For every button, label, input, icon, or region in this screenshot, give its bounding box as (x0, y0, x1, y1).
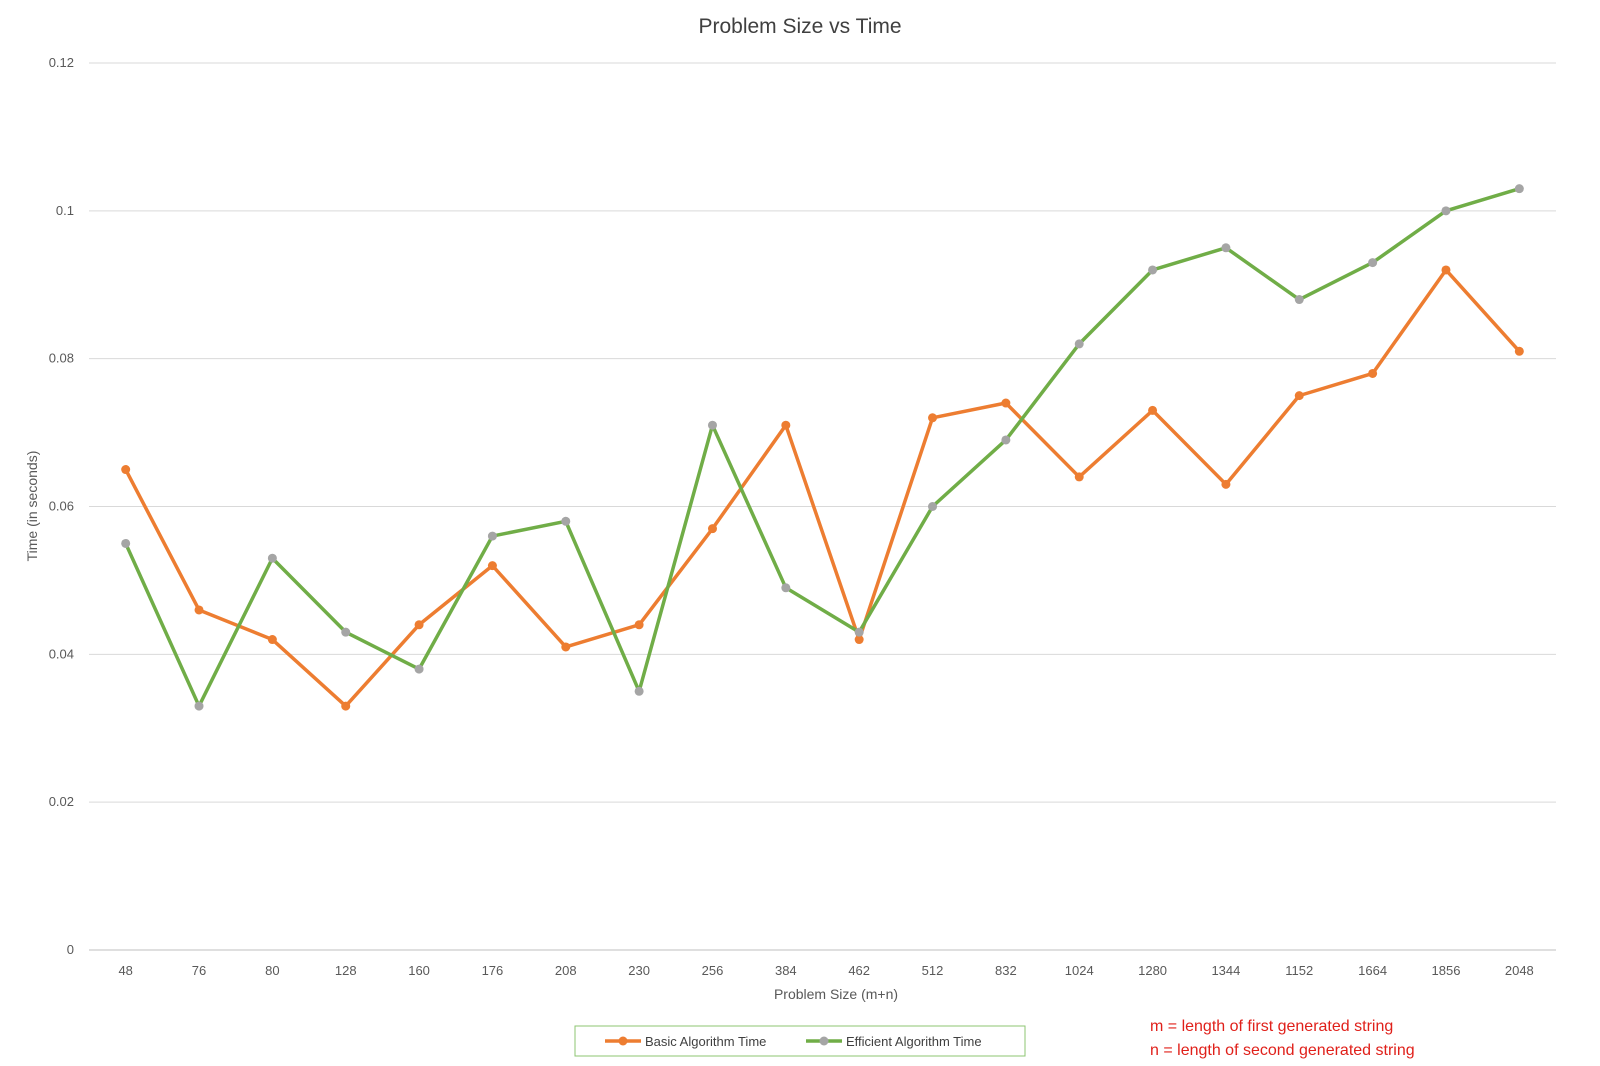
series-1-point (487, 561, 497, 571)
x-tick-label: 208 (555, 963, 577, 978)
series-2-point (1221, 243, 1231, 253)
series-2-point (1001, 435, 1011, 445)
y-axis-ticks: 0 0.02 0.04 0.06 0.08 0.1 0.12 (49, 55, 74, 957)
series-1-line (123, 268, 1522, 708)
y-axis-title: Time (in seconds) (24, 451, 40, 562)
y-tick-label: 0.02 (49, 794, 74, 809)
x-tick-label: 176 (482, 963, 504, 978)
series-2-point (194, 701, 204, 711)
series-1-point (1148, 405, 1158, 415)
series-2-point (1074, 339, 1084, 349)
series-1-point (1441, 265, 1451, 275)
series-2-point (414, 664, 424, 674)
y-tick-label: 0.08 (49, 351, 74, 366)
x-axis-ticks: 48 76 80 128 160 176 208 230 256 384 462 512 832 1024… (118, 963, 1533, 978)
x-axis-title: Problem Size (m+n) (774, 986, 898, 1002)
series-1-point (194, 605, 204, 615)
series-1-point (1074, 472, 1084, 482)
legend-swatch-marker (819, 1036, 829, 1046)
chart-title: Problem Size vs Time (698, 15, 901, 38)
series-1-point (634, 620, 644, 630)
x-tick-label: 256 (702, 963, 724, 978)
series-2-point (634, 686, 644, 696)
y-tick-label: 0.06 (49, 499, 74, 514)
legend-swatch-marker (618, 1036, 628, 1046)
legend-label: Efficient Algorithm Time (846, 1034, 982, 1049)
series-2-point (267, 553, 277, 563)
x-tick-label: 1856 (1432, 963, 1461, 978)
series-2-point (561, 516, 571, 526)
y-tick-label: 0.04 (49, 646, 74, 661)
y-tick-label: 0 (67, 942, 74, 957)
x-tick-label: 76 (192, 963, 206, 978)
x-tick-label: 512 (922, 963, 944, 978)
series-1-point (1221, 479, 1231, 489)
series-2 (121, 184, 1524, 711)
series-2-point (928, 502, 938, 511)
series-1-point (707, 524, 717, 534)
x-tick-label: 80 (265, 963, 279, 978)
x-tick-label: 230 (628, 963, 650, 978)
y-tick-label: 0.12 (49, 55, 74, 70)
series-2-point (341, 627, 351, 637)
annotation-n: n = length of second generated string (1150, 1042, 1415, 1059)
x-tick-label: 160 (408, 963, 430, 978)
series-1-point (854, 635, 864, 645)
series-2-point (121, 538, 131, 548)
series-1-point (781, 420, 791, 430)
gridlines (89, 62, 1556, 951)
x-tick-label: 1024 (1065, 963, 1094, 978)
series-2-point (487, 531, 497, 541)
x-tick-label: 1344 (1211, 963, 1240, 978)
x-tick-label: 384 (775, 963, 797, 978)
series-2-point (1148, 265, 1158, 275)
series-2-point (854, 627, 864, 637)
series-2-point (1514, 184, 1524, 194)
series-1-point (414, 620, 424, 630)
x-tick-label: 1664 (1358, 963, 1387, 978)
x-tick-label: 48 (118, 963, 132, 978)
series-1-point (1514, 346, 1524, 356)
series-1-point (928, 413, 938, 423)
series-2-point (707, 420, 717, 430)
series-1 (121, 265, 1524, 711)
x-tick-label: 832 (995, 963, 1017, 978)
series-1-point (267, 635, 277, 645)
series-2-point (1294, 295, 1304, 305)
legend-box (574, 1025, 1026, 1057)
series-lines (121, 184, 1524, 711)
y-tick-label: 0.1 (56, 203, 74, 218)
series-2-point (1441, 206, 1451, 216)
series-1-point (1001, 398, 1011, 408)
series-1-point (1294, 391, 1304, 401)
series-2-point (1368, 258, 1378, 268)
x-tick-label: 2048 (1505, 963, 1534, 978)
series-2-point (781, 583, 791, 593)
series-1-point (1368, 368, 1378, 378)
x-tick-label: 462 (848, 963, 870, 978)
x-tick-label: 128 (335, 963, 357, 978)
series-2-line (123, 186, 1522, 708)
x-tick-label: 1280 (1138, 963, 1167, 978)
legend-label: Basic Algorithm Time (645, 1034, 766, 1049)
series-1-point (341, 701, 351, 711)
series-1-point (561, 642, 571, 652)
legend: Basic Algorithm Time Efficient Algorithm … (574, 1025, 1026, 1057)
series-1-point (121, 465, 131, 475)
x-tick-label: 1152 (1285, 963, 1313, 978)
annotation-m: m = length of first generated string (1150, 1018, 1394, 1035)
